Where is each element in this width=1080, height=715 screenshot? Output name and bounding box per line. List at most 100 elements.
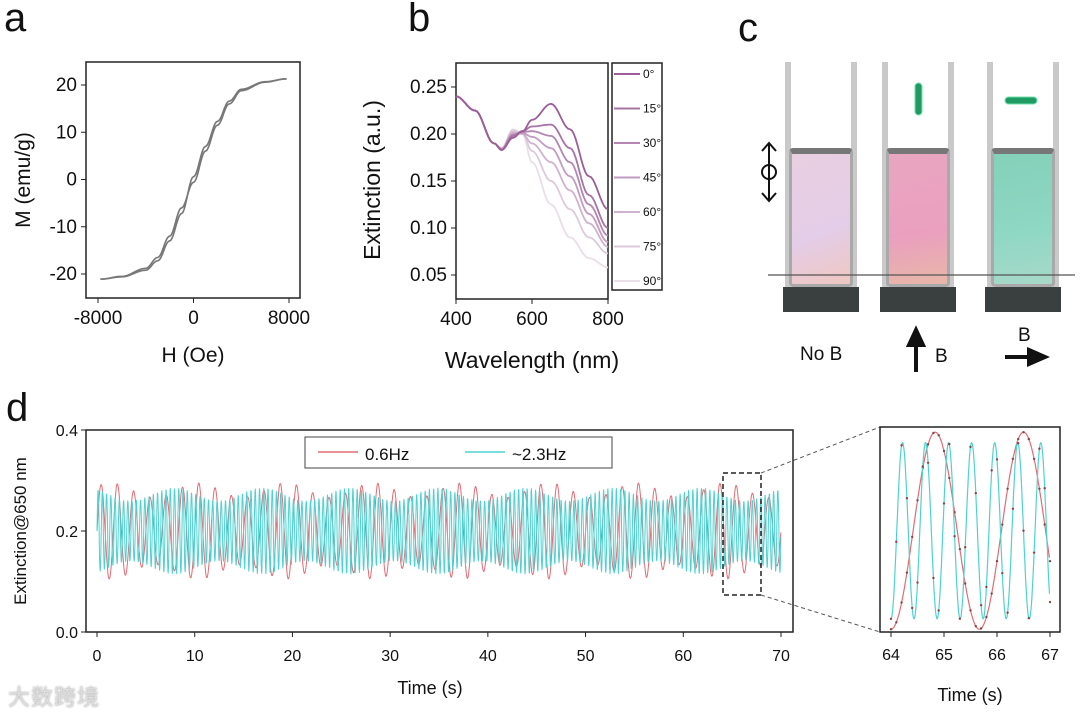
panel-label-d: d xyxy=(6,386,29,430)
x-tick-label: 20 xyxy=(284,648,302,665)
inset-point xyxy=(1038,487,1041,490)
y-tick-label: -10 xyxy=(50,217,77,238)
inset-point xyxy=(1022,430,1025,434)
x-tick-label: -8000 xyxy=(74,308,123,329)
x-axis-title: Time (s) xyxy=(937,685,1002,705)
hysteresis-curve-descending xyxy=(100,78,287,280)
x-tick-label: 67 xyxy=(1041,647,1059,664)
y-tick-label: 0.20 xyxy=(410,124,447,145)
inset-point xyxy=(905,497,909,500)
inset-point xyxy=(905,571,909,574)
inset-point xyxy=(942,502,946,505)
plot-frame-a xyxy=(85,61,301,299)
cuvette-holder xyxy=(783,287,859,312)
inset-point xyxy=(1048,600,1052,604)
inset-point xyxy=(942,449,946,453)
zoom-connector xyxy=(760,426,881,474)
polarization-icon xyxy=(761,141,777,203)
arrow-right-icon xyxy=(1005,346,1050,368)
inset-point xyxy=(937,434,940,437)
legend-label: 30° xyxy=(643,136,661,150)
inset-point xyxy=(1017,437,1020,441)
y-tick-label: 0.4 xyxy=(56,423,78,440)
plot-frame-b xyxy=(455,62,609,300)
legend-label: 15° xyxy=(643,102,661,116)
legend-label: 45° xyxy=(643,171,661,185)
cuvette-liquid xyxy=(886,148,950,287)
inset-point xyxy=(1022,529,1025,532)
legend-label: 0.6Hz xyxy=(365,445,409,464)
inset-point xyxy=(895,621,898,624)
inset-point xyxy=(1011,507,1015,510)
inset-point xyxy=(932,576,935,580)
y-tick-label: 0.25 xyxy=(410,77,447,98)
cuvette-liquid xyxy=(991,148,1055,287)
inset-point xyxy=(1006,487,1009,490)
panel-label-b: b xyxy=(408,0,431,40)
inset-point xyxy=(900,601,903,604)
inset-point xyxy=(964,546,967,549)
nanorod-vertical xyxy=(914,82,923,116)
y-tick-label: 0.0 xyxy=(56,625,78,642)
x-axis-title: Time (s) xyxy=(397,678,462,698)
nanorod-horizontal xyxy=(1004,96,1038,105)
x-tick-label: 400 xyxy=(440,309,472,330)
legend-label: 75° xyxy=(643,240,661,254)
inset-point xyxy=(889,617,893,621)
inset-point xyxy=(974,491,977,495)
x-tick-label: 40 xyxy=(479,648,497,665)
inset-point xyxy=(958,617,962,620)
inset-point xyxy=(895,540,898,543)
x-tick-label: 8000 xyxy=(268,308,310,329)
inset-point xyxy=(990,469,993,472)
inset-point xyxy=(900,444,903,447)
legend-label: ~2.3Hz xyxy=(512,445,566,464)
inset-point xyxy=(911,606,914,610)
inset-trace-~2.3Hz xyxy=(890,442,1051,620)
zoom-region xyxy=(722,472,762,596)
cuvette-no-field xyxy=(783,62,859,312)
label-b-vertical: B xyxy=(935,346,948,367)
y-axis-title: M (emu/g) xyxy=(12,132,35,228)
x-tick-label: 10 xyxy=(186,648,204,665)
inset-point xyxy=(995,559,999,563)
spectrum-90° xyxy=(455,95,609,269)
y-tick-label: 0.2 xyxy=(56,524,78,541)
inset-point xyxy=(1038,447,1041,450)
x-axis-title: H (Oe) xyxy=(162,344,225,367)
panel-label-a: a xyxy=(4,0,27,40)
inset-point xyxy=(1017,442,1020,445)
zoom-connector xyxy=(760,594,881,633)
inset-point xyxy=(995,458,999,461)
x-tick-label: 600 xyxy=(516,309,548,330)
y-tick-label: 0 xyxy=(66,170,77,191)
inset-point xyxy=(926,443,930,446)
legend-label: 0° xyxy=(643,67,655,81)
x-tick-label: 70 xyxy=(772,648,790,665)
y-tick-label: 20 xyxy=(56,75,77,96)
cuvette-liquid xyxy=(789,148,853,287)
y-axis-title: Extinction@650 nm xyxy=(11,457,30,605)
x-tick-label: 30 xyxy=(381,648,399,665)
inset-point xyxy=(932,431,935,435)
x-tick-label: 50 xyxy=(577,648,595,665)
inset-point xyxy=(969,609,972,612)
spectrum-30° xyxy=(455,95,609,237)
label-b-horizontal: B xyxy=(1018,325,1031,346)
x-tick-label: 64 xyxy=(882,647,900,664)
inset-point xyxy=(985,615,988,619)
inset-point xyxy=(979,627,983,630)
x-tick-label: 0 xyxy=(188,308,199,329)
cuvette-holder xyxy=(880,287,956,312)
time-trace-~2.3Hz xyxy=(96,487,782,575)
panel-label-c: c xyxy=(738,6,758,50)
inset-point xyxy=(1032,551,1036,554)
label-no-b: No B xyxy=(800,344,843,365)
legend-label: 60° xyxy=(643,205,661,219)
inset-point xyxy=(1043,487,1046,490)
inset-point xyxy=(921,465,924,468)
inset-point xyxy=(974,624,977,628)
inset-point xyxy=(1032,457,1036,461)
